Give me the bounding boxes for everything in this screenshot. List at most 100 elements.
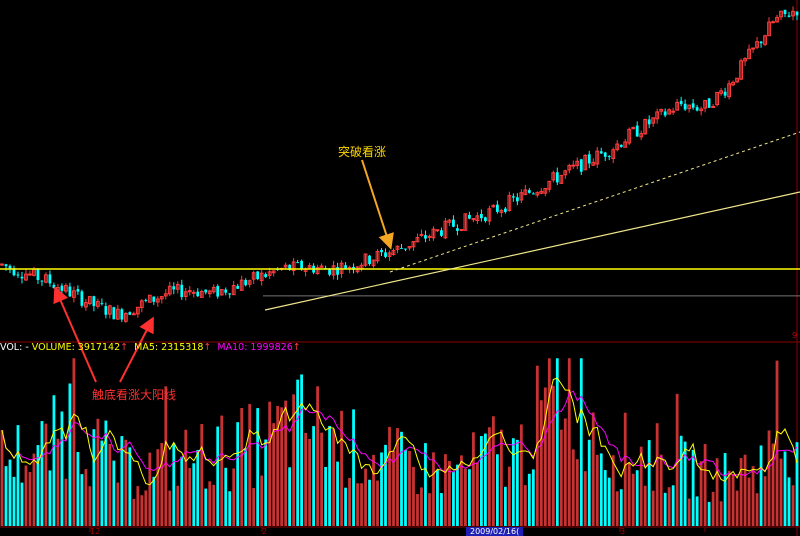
volume-bar	[687, 498, 691, 526]
volume-bar	[320, 432, 323, 526]
volume-bar	[168, 490, 172, 526]
candle-body-up	[763, 35, 767, 45]
volume-bar	[364, 468, 367, 526]
volume-bar	[88, 486, 92, 526]
candle-body-down	[456, 228, 459, 231]
candle-body-down	[579, 159, 583, 172]
volume-bar	[639, 446, 643, 526]
candle-body-down	[112, 307, 116, 320]
volume-bar	[795, 442, 799, 526]
volume-bar	[304, 432, 308, 526]
volume-bar	[0, 430, 4, 526]
volume-bar	[432, 452, 435, 526]
volume-bar	[523, 485, 527, 526]
volume-bar	[80, 474, 84, 526]
candle-body-up	[711, 105, 716, 108]
volume-bar	[64, 478, 68, 526]
volume-bar	[731, 473, 735, 526]
candle-body-up	[183, 291, 188, 297]
volume-bar	[72, 358, 76, 526]
candle-body-up	[163, 293, 168, 297]
volume-bar	[68, 383, 72, 526]
volume-bar	[56, 438, 60, 526]
candle-body-up	[519, 192, 524, 201]
candle-body-up	[739, 60, 743, 80]
candle-body-up	[623, 141, 628, 148]
volume-bar	[711, 491, 715, 526]
volume-bar	[767, 430, 771, 526]
candle-body-up	[199, 290, 204, 298]
volume-bar	[631, 473, 635, 526]
volume-bar	[491, 416, 495, 526]
candle-body-up	[135, 306, 140, 315]
volume-bar	[148, 452, 152, 526]
volume-bar	[328, 425, 331, 526]
volume-bar	[487, 427, 491, 526]
volume-bar	[479, 436, 483, 526]
volume-bar	[176, 485, 180, 526]
right-edge-marker: 9	[792, 331, 798, 340]
candle-body-up	[507, 195, 512, 212]
volume-bar	[40, 421, 44, 526]
candle-body-down	[344, 265, 347, 269]
candle-body-up	[147, 294, 152, 303]
x-tick-2: 2	[262, 527, 268, 536]
candle-body-down	[244, 279, 248, 286]
candle-body-up	[659, 108, 664, 112]
volume-bar	[44, 423, 48, 526]
candle-body-down	[120, 309, 124, 320]
volume-bar	[659, 454, 663, 526]
volume-bar	[216, 426, 220, 526]
volume-bar	[771, 443, 775, 526]
candle-body-up	[319, 265, 324, 268]
volume-bar	[707, 501, 711, 526]
volume-bar	[220, 415, 224, 526]
candle-body-up	[779, 10, 783, 18]
candle-body-up	[539, 190, 544, 194]
volume-bar	[28, 472, 32, 526]
vol-prefix: VOL: -	[0, 342, 29, 353]
candle-body-up	[107, 305, 112, 315]
volume-bar	[499, 429, 503, 526]
volume-bar	[599, 453, 603, 526]
volume-bar	[120, 436, 124, 526]
volume-bar	[603, 470, 607, 526]
volume-bar	[735, 490, 739, 526]
candle-body-down	[40, 280, 44, 282]
candle-body-down	[683, 103, 687, 110]
volume-bar	[108, 443, 112, 526]
volume-bar	[140, 495, 144, 526]
candle-body-down	[16, 274, 20, 276]
candle-body-up	[207, 290, 212, 295]
candle-body-down	[795, 11, 799, 16]
breakout-annotation: 突破看涨	[338, 145, 387, 159]
candle-body-down	[479, 213, 483, 219]
candle-body-down	[68, 286, 72, 297]
candle-body-up	[28, 273, 32, 276]
volume-bar	[224, 467, 228, 526]
volume-bar	[563, 418, 567, 526]
volume-bar	[667, 487, 671, 526]
candle-body-down	[92, 296, 96, 307]
candle-body-down	[515, 197, 519, 202]
volume-bar	[436, 469, 439, 526]
candle-body-up	[291, 261, 296, 272]
volume-bar	[607, 477, 611, 526]
candle-body-up	[391, 250, 396, 256]
volume-bar	[495, 454, 499, 526]
candle-body-up	[703, 99, 708, 109]
candle-body-up	[0, 263, 4, 266]
candle-body-up	[687, 104, 692, 110]
candle-body-up	[755, 41, 759, 48]
candle-body-up	[44, 274, 48, 283]
candle-body-up	[615, 143, 620, 151]
candle-body-down	[80, 291, 84, 306]
volume-bar	[655, 423, 659, 526]
candle-body-up	[375, 251, 380, 262]
volume-bar	[428, 493, 431, 526]
volume-bar	[20, 482, 24, 526]
candle-body-down	[723, 91, 727, 96]
annotation-arrows	[53, 159, 394, 383]
candle-body-down	[619, 144, 623, 147]
